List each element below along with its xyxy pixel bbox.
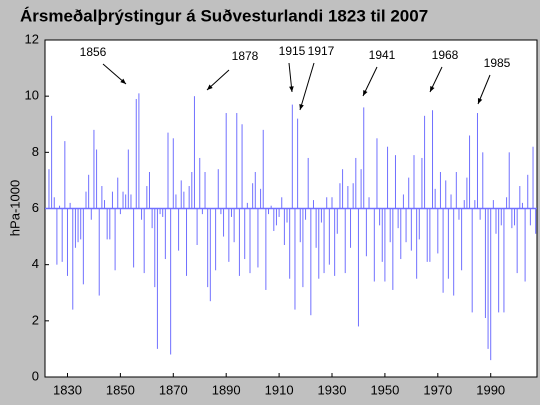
annotation: 1968	[432, 48, 459, 62]
annotation: 1985	[484, 56, 511, 70]
x-tick-label: 1990	[476, 382, 505, 397]
y-axis-label: hPa-1000	[7, 180, 22, 236]
chart-title: Ársmeðalþrýstingur á Suðvesturlandi 1823…	[20, 6, 428, 25]
annotation: 1878	[232, 49, 259, 63]
arrow-head	[120, 78, 126, 84]
arrow-head	[289, 86, 294, 92]
x-tick-label: 1970	[423, 382, 452, 397]
annotation: 1856	[80, 45, 107, 59]
y-tick-label: 4	[32, 256, 39, 271]
arrow-head	[207, 84, 213, 90]
x-tick-label: 1870	[159, 382, 188, 397]
x-tick-label: 1950	[370, 382, 399, 397]
x-tick-label: 1890	[212, 382, 241, 397]
arrow-head	[299, 104, 304, 110]
arrow-head	[430, 86, 435, 92]
annotation: 1941	[369, 48, 396, 62]
annotation: 1915	[279, 44, 306, 58]
x-tick-label: 1830	[53, 382, 82, 397]
arrow-head	[477, 98, 483, 104]
arrow-head	[363, 90, 368, 96]
x-tick-label: 1850	[106, 382, 135, 397]
y-tick-label: 2	[32, 312, 39, 327]
y-tick-label: 12	[25, 31, 39, 46]
y-tick-label: 0	[32, 368, 39, 383]
y-tick-label: 6	[32, 200, 39, 215]
y-tick-label: 10	[25, 88, 39, 103]
annotation-arrow	[299, 62, 315, 111]
annotation: 1917	[308, 44, 335, 58]
x-tick-label: 1930	[318, 382, 347, 397]
x-tick-label: 1910	[265, 382, 294, 397]
y-tick-label: 8	[32, 144, 39, 159]
